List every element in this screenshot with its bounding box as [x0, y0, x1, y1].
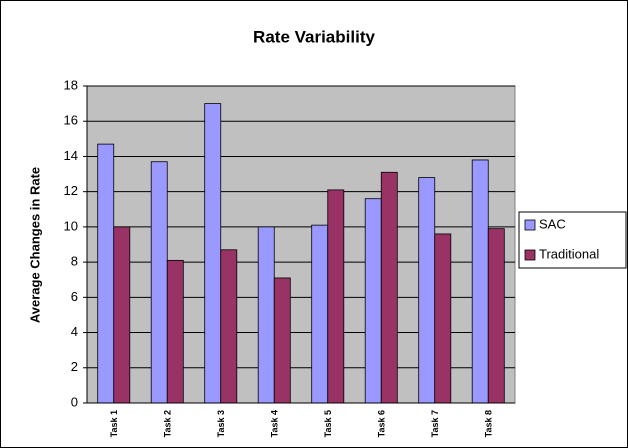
y-tick-label: 2 — [71, 359, 78, 374]
x-tick-label: Task 3 — [216, 410, 226, 437]
bar — [166, 259, 184, 404]
x-tick-label: Task 4 — [270, 410, 280, 437]
y-tick-label: 4 — [71, 324, 78, 339]
chart-title: Rate Variability — [253, 27, 375, 46]
x-tick-label: Task 6 — [377, 410, 387, 437]
legend-label: SAC — [539, 216, 566, 231]
bar — [380, 171, 398, 404]
bar — [327, 189, 345, 404]
bar — [257, 226, 275, 404]
y-tick-label: 12 — [64, 183, 78, 198]
legend-swatch — [524, 219, 536, 231]
y-tick-label: 10 — [64, 218, 78, 233]
bar — [204, 103, 222, 404]
y-tick-label: 0 — [71, 394, 78, 409]
y-tick-label: 18 — [64, 77, 78, 92]
bar — [471, 159, 489, 404]
bar — [487, 228, 505, 404]
y-tick-label: 6 — [71, 289, 78, 304]
bar — [418, 177, 436, 404]
y-tick-label: 16 — [64, 113, 78, 128]
x-tick-label: Task 1 — [109, 410, 119, 437]
legend-label: Traditional — [539, 246, 599, 261]
legend — [518, 211, 627, 269]
bar — [150, 161, 168, 404]
bar — [273, 277, 291, 404]
x-tick-label: Task 5 — [323, 410, 333, 437]
legend-swatch — [524, 249, 536, 261]
x-tick-label: Task 8 — [484, 410, 494, 437]
bar — [113, 226, 131, 404]
bar — [434, 233, 452, 404]
bar — [364, 198, 382, 404]
x-tick-label: Task 2 — [163, 410, 173, 437]
y-tick-label: 14 — [64, 148, 78, 163]
bar — [97, 143, 115, 404]
bar — [220, 249, 238, 404]
y-axis-label: Average Changes in Rate — [27, 167, 42, 323]
y-tick-label: 8 — [71, 254, 78, 269]
bar — [311, 224, 329, 404]
x-tick-label: Task 7 — [430, 410, 440, 437]
